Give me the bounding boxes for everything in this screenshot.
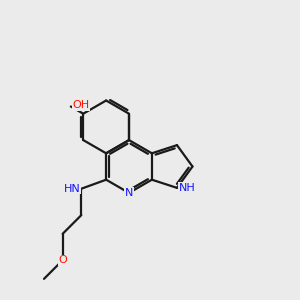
Text: NH: NH — [178, 183, 195, 193]
Text: HN: HN — [64, 184, 80, 194]
Text: O: O — [58, 255, 67, 265]
Text: N: N — [125, 188, 133, 198]
Text: OH: OH — [72, 100, 89, 110]
